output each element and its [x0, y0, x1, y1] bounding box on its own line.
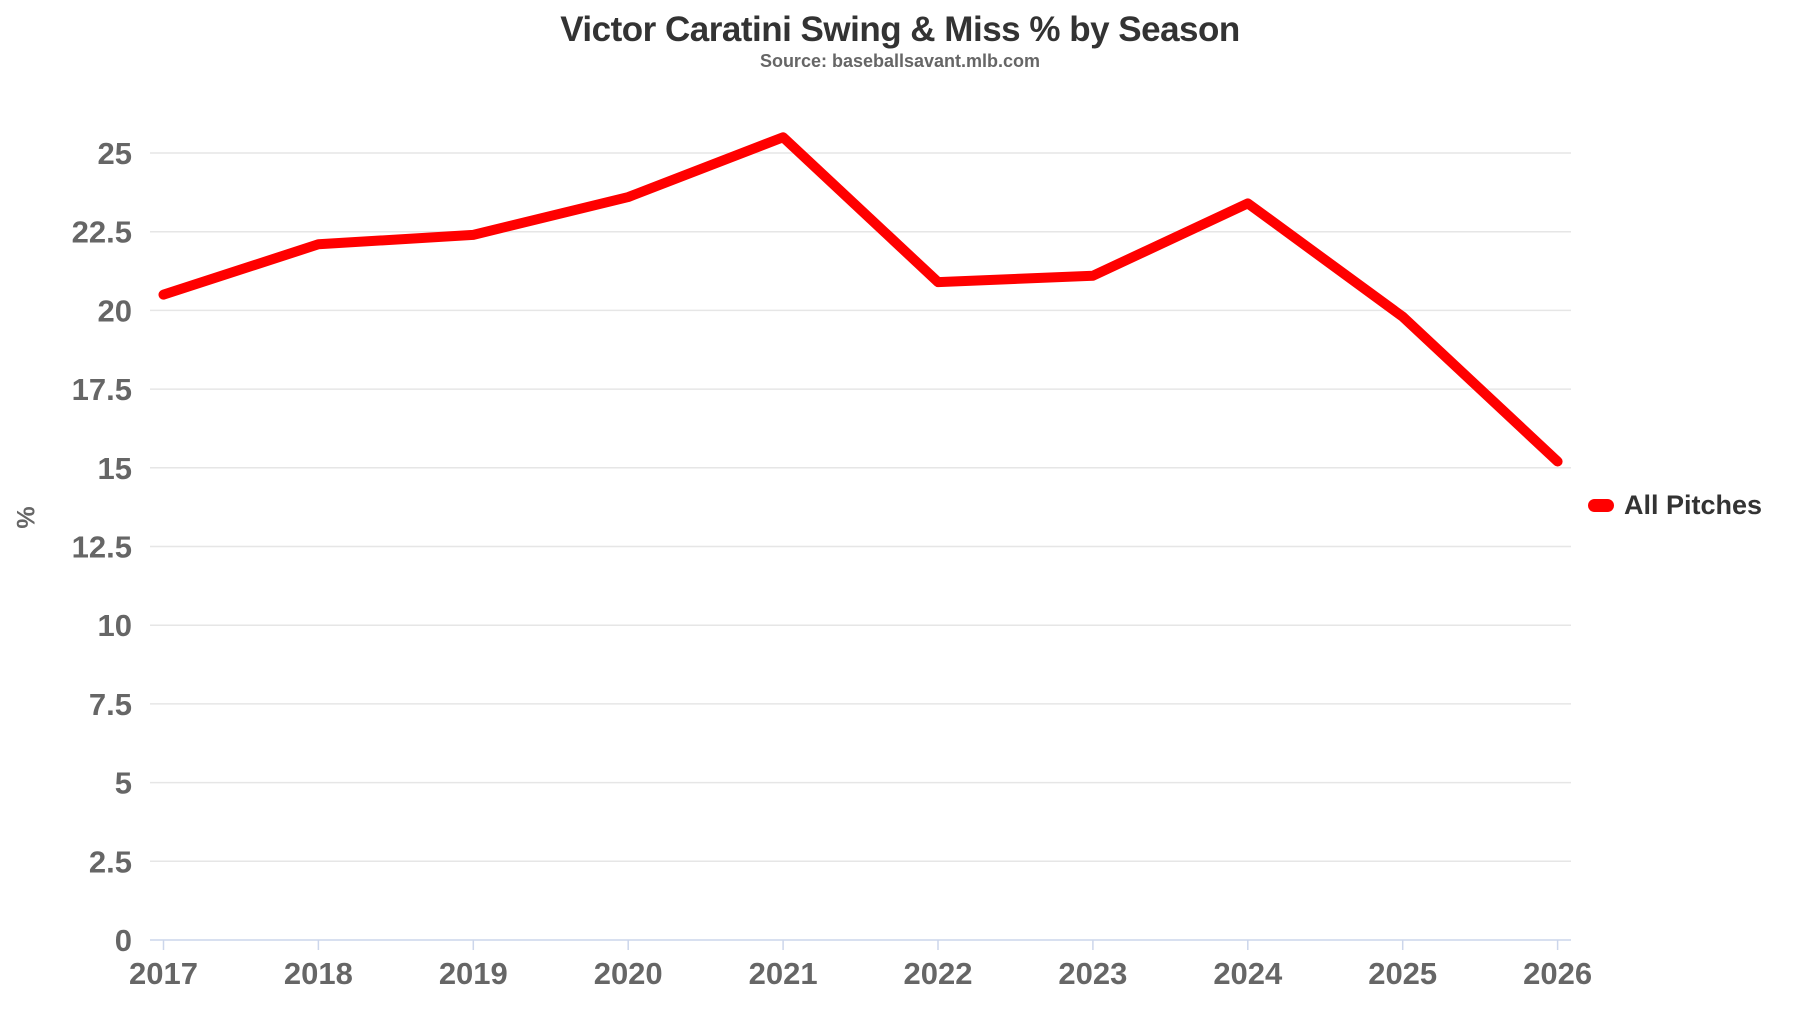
legend-label: All Pitches	[1624, 490, 1763, 520]
series-line-all-pitches[interactable]	[158, 132, 1563, 467]
chart-title: Victor Caratini Swing & Miss % by Season	[560, 10, 1240, 49]
chart-subtitle: Source: baseballsavant.mlb.com	[759, 51, 1041, 71]
y-tick-label: 5	[115, 766, 132, 801]
y-tick-label: 22.5	[72, 215, 132, 250]
y-tick-label: 0	[115, 923, 132, 958]
x-tick-label: 2023	[1058, 956, 1127, 991]
legend-item-all-pitches[interactable]: All Pitches	[1588, 490, 1762, 521]
x-tick-label: 2019	[439, 956, 508, 991]
y-tick-label: 17.5	[72, 372, 132, 407]
x-tick-label: 2017	[129, 956, 198, 991]
y-tick-label: 10	[98, 608, 132, 643]
x-tick-label: 2024	[1213, 956, 1283, 991]
x-tick-label: 2018	[284, 956, 353, 991]
y-tick-label: 2.5	[89, 844, 132, 879]
y-tick-label: 15	[98, 451, 132, 486]
y-axis-title-label: %	[12, 506, 41, 529]
x-tick-label: 2022	[904, 956, 973, 991]
y-tick-label: 7.5	[89, 687, 132, 722]
y-tick-label: 12.5	[72, 530, 132, 565]
y-tick-label: 20	[98, 293, 132, 328]
y-tick-label: 25	[98, 136, 132, 171]
x-tick-label: 2021	[749, 956, 818, 991]
legend-swatch-icon	[1588, 499, 1614, 512]
x-tick-label: 2020	[594, 956, 663, 991]
x-tick-label: 2025	[1368, 956, 1437, 991]
x-tick-label: 2026	[1523, 956, 1592, 991]
